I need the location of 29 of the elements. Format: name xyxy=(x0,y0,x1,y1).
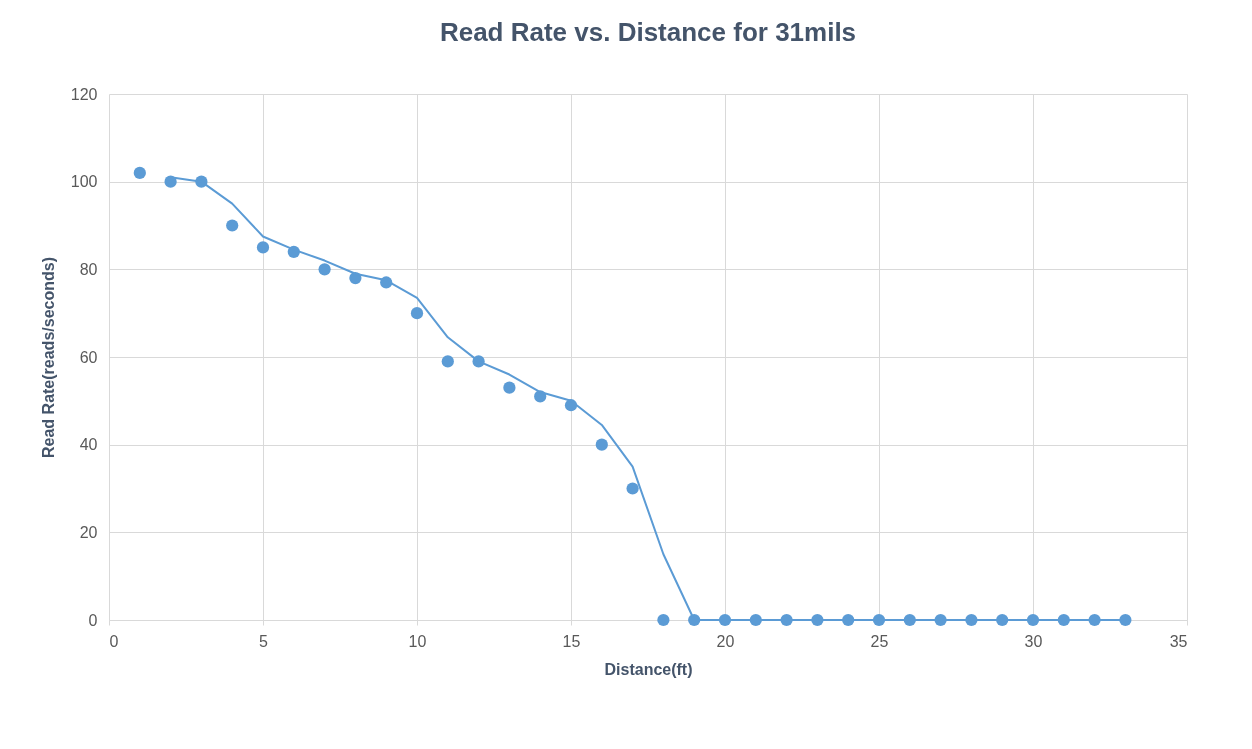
y-tick-label: 80 xyxy=(79,260,98,278)
y-tick-label: 60 xyxy=(79,348,98,366)
point xyxy=(256,241,270,254)
y-axis-title: Read Rate(reads/seconds) xyxy=(39,257,57,458)
point xyxy=(318,263,331,276)
chart-title: Read Rate vs. Distance for 31mils xyxy=(439,17,857,47)
x-tick-label: 0 xyxy=(109,632,119,650)
y-tick-label: 40 xyxy=(79,436,98,454)
y-tick-label: 0 xyxy=(88,611,98,629)
point xyxy=(595,438,608,451)
x-tick-label: 30 xyxy=(1024,632,1043,650)
x-tick-label: 10 xyxy=(408,632,427,650)
x-tick-label: 25 xyxy=(870,632,889,650)
point xyxy=(441,355,454,368)
y-tick-label: 100 xyxy=(70,173,98,191)
x-axis-title: Distance(ft) xyxy=(604,660,693,678)
y-tick-label: 20 xyxy=(79,523,98,541)
x-tick-label: 20 xyxy=(716,632,735,650)
x-tick-label: 5 xyxy=(259,632,269,650)
point xyxy=(657,613,670,627)
point xyxy=(626,482,639,495)
point xyxy=(164,175,177,188)
y-tick-label: 120 xyxy=(70,85,98,103)
x-tick-label: 15 xyxy=(562,632,581,650)
point xyxy=(133,166,146,180)
point xyxy=(503,381,516,394)
x-tick-label: 35 xyxy=(1169,632,1188,650)
point xyxy=(410,307,424,320)
point xyxy=(226,219,239,232)
